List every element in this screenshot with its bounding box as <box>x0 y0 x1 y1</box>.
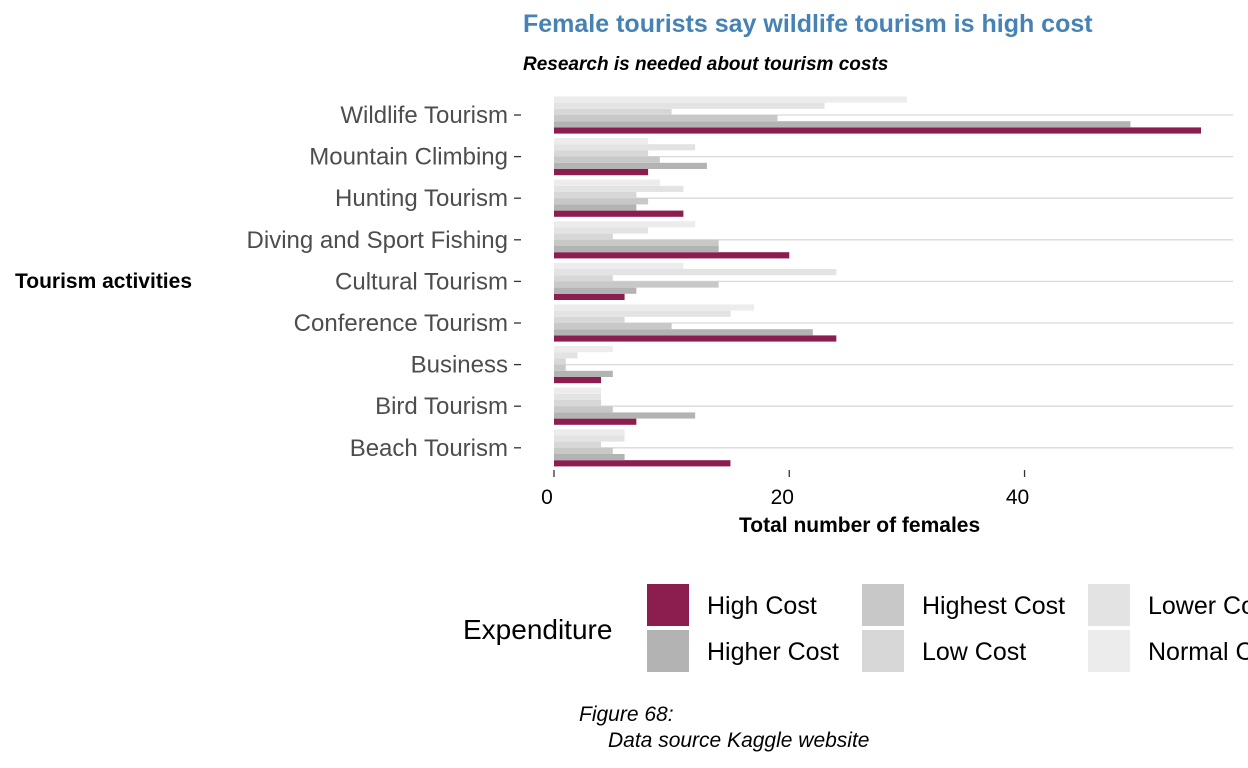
bar-high-cost <box>554 169 649 176</box>
bar-normal-cost <box>554 138 649 145</box>
legend-swatch <box>862 584 904 626</box>
bar-lower-cost <box>554 310 731 317</box>
bars <box>554 96 1201 467</box>
bar-lower-cost <box>554 144 696 151</box>
legend-swatch <box>647 584 689 626</box>
x-tick-label: 0 <box>541 486 553 509</box>
y-tick-label: Wildlife Tourism <box>340 102 508 129</box>
bar-normal-cost <box>554 262 684 269</box>
bar-low-cost <box>554 150 649 157</box>
bar-highest-cost <box>554 323 672 330</box>
bar-highest-cost <box>554 198 649 205</box>
y-tick-label: Conference Tourism <box>294 310 508 337</box>
legend-swatch <box>1088 630 1130 672</box>
bar-normal-cost <box>554 346 613 353</box>
legend-label: Lower Cost <box>1148 592 1248 620</box>
bar-normal-cost <box>554 387 602 394</box>
bar-high-cost <box>554 460 731 467</box>
bar-normal-cost <box>554 221 696 228</box>
bar-higher-cost <box>554 329 813 336</box>
legend-label: Higher Cost <box>707 638 839 666</box>
y-tick-label: Diving and Sport Fishing <box>247 227 508 254</box>
legend-swatch <box>862 630 904 672</box>
bar-lower-cost <box>554 393 602 400</box>
bar-highest-cost <box>554 364 566 371</box>
y-tick-label: Hunting Tourism <box>335 185 508 212</box>
bar-low-cost <box>554 441 602 448</box>
bar-high-cost <box>554 418 637 425</box>
legend-title: Expenditure <box>463 614 613 645</box>
data-source: Data source Kaggle website <box>608 729 870 752</box>
y-tick-label: Mountain Climbing <box>309 144 508 171</box>
bar-highest-cost <box>554 281 719 288</box>
bar-high-cost <box>554 127 1201 134</box>
bar-higher-cost <box>554 246 719 253</box>
bar-low-cost <box>554 192 637 199</box>
bar-lower-cost <box>554 185 684 192</box>
bar-high-cost <box>554 377 602 384</box>
figure-caption: Figure 68: <box>579 703 674 726</box>
bar-low-cost <box>554 400 602 407</box>
x-axis: 0 20 40 <box>541 470 1029 509</box>
chart-subtitle: Research is needed about tourism costs <box>523 54 889 75</box>
bar-higher-cost <box>554 162 707 169</box>
bar-higher-cost <box>554 204 637 211</box>
bar-low-cost <box>554 316 625 323</box>
bar-normal-cost <box>554 304 754 311</box>
x-axis-title: Total number of females <box>739 514 981 537</box>
legend: High Cost Higher Cost Highest Cost Low Cost… <box>647 584 1248 674</box>
legend-label: Low Cost <box>922 638 1027 666</box>
bar-high-cost <box>554 210 684 217</box>
bar-lower-cost <box>554 227 649 234</box>
legend-swatch <box>1088 584 1130 626</box>
bar-low-cost <box>554 108 672 115</box>
y-axis: Wildlife Tourism Mountain Climbing Hunting… <box>247 102 521 462</box>
y-tick-label: Beach Tourism <box>350 435 508 462</box>
bar-higher-cost <box>554 412 696 419</box>
bar-low-cost <box>554 358 566 365</box>
bar-high-cost <box>554 335 837 342</box>
bar-lower-cost <box>554 102 825 109</box>
y-tick-label: Business <box>411 352 508 379</box>
bar-higher-cost <box>554 370 613 377</box>
y-axis-title: Tourism activities <box>15 270 193 293</box>
legend-label: Highest Cost <box>922 592 1066 620</box>
bar-highest-cost <box>554 115 778 122</box>
bar-low-cost <box>554 275 613 282</box>
legend-label: High Cost <box>707 592 817 620</box>
bar-higher-cost <box>554 454 625 461</box>
bar-high-cost <box>554 293 625 300</box>
bar-higher-cost <box>554 287 637 294</box>
bar-highest-cost <box>554 406 613 413</box>
bar-higher-cost <box>554 121 1131 128</box>
bar-lower-cost <box>554 269 837 276</box>
bar-normal-cost <box>554 96 907 103</box>
x-tick-label: 40 <box>1006 486 1029 509</box>
bar-lower-cost <box>554 435 625 442</box>
bar-normal-cost <box>554 179 660 186</box>
bar-highest-cost <box>554 447 613 454</box>
bar-highest-cost <box>554 156 660 163</box>
legend-swatch <box>647 630 689 672</box>
y-tick-label: Bird Tourism <box>375 393 508 420</box>
bar-normal-cost <box>554 429 625 436</box>
bar-high-cost <box>554 252 790 259</box>
bar-low-cost <box>554 233 613 240</box>
legend-label: Normal Cost <box>1148 638 1248 666</box>
chart-title: Female tourists say wildlife tourism is … <box>523 10 1093 38</box>
y-tick-label: Cultural Tourism <box>335 268 508 295</box>
bar-lower-cost <box>554 352 578 359</box>
x-tick-label: 20 <box>771 486 794 509</box>
bar-highest-cost <box>554 239 719 246</box>
